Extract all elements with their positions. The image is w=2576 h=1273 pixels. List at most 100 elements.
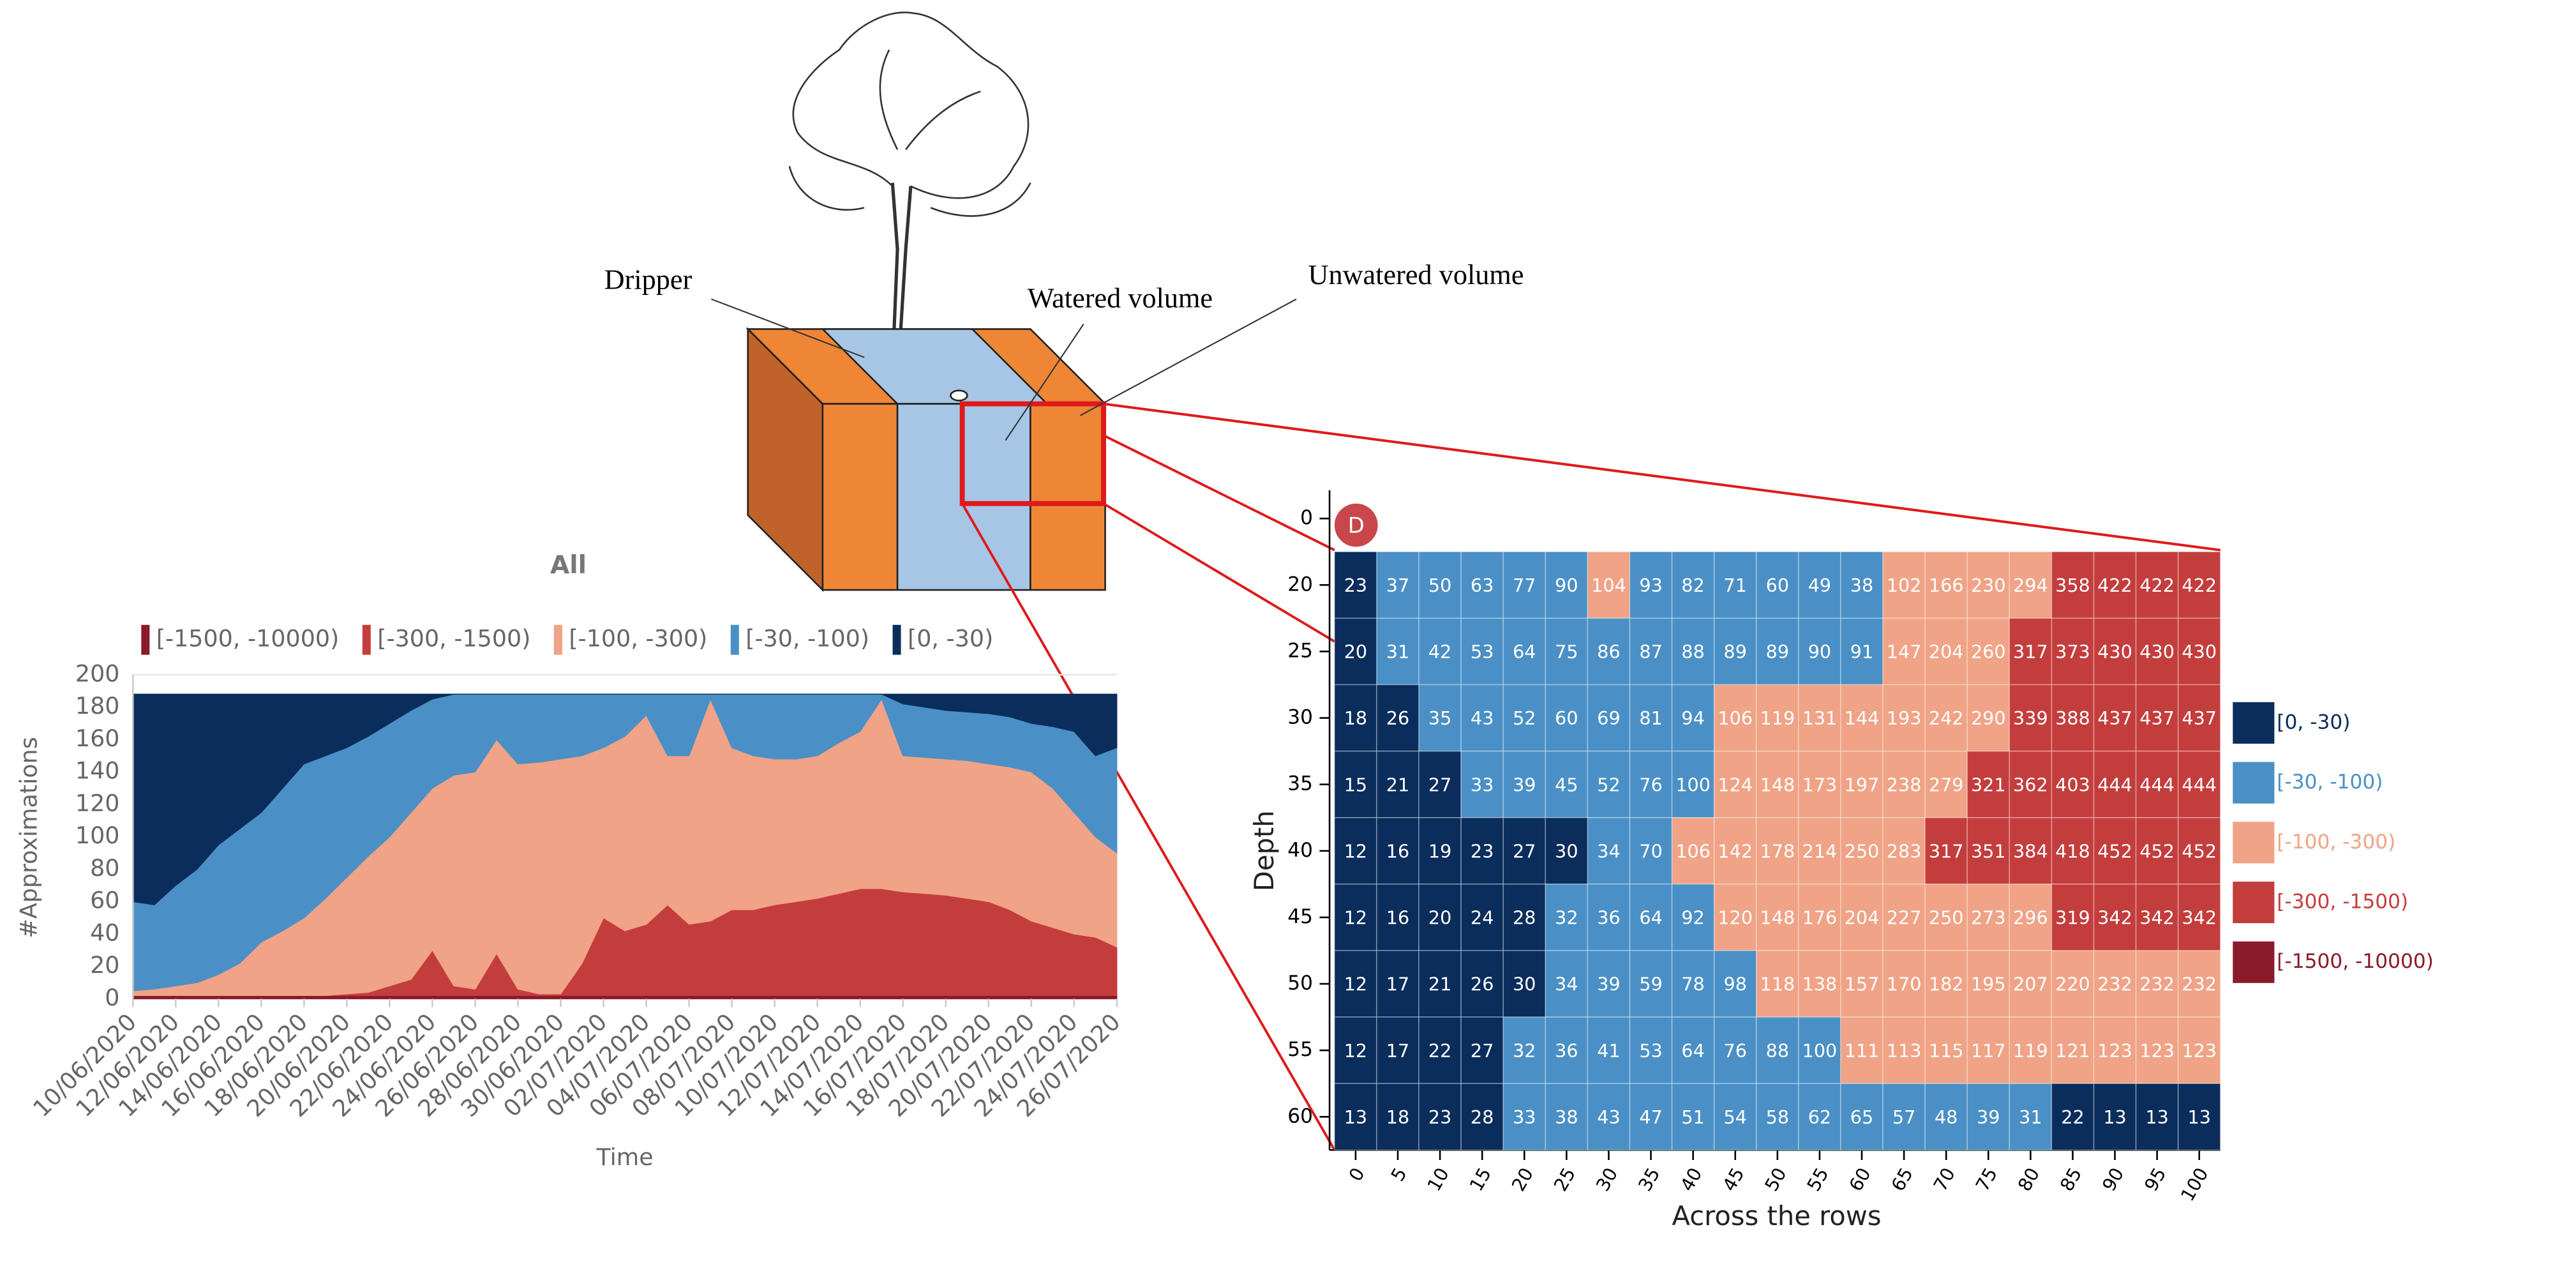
cell-label: 39 bbox=[1977, 1106, 2000, 1128]
heat-cell bbox=[1966, 884, 2011, 951]
cell-label: 242 bbox=[1929, 707, 1964, 729]
heat-cell bbox=[1334, 684, 1377, 752]
cell-label: 92 bbox=[1681, 907, 1704, 929]
cell-label: 20 bbox=[1344, 641, 1367, 663]
y-tick-label: 0 bbox=[1300, 506, 1313, 529]
heat-cell bbox=[2051, 1016, 2095, 1085]
cell-label: 62 bbox=[1808, 1106, 1831, 1128]
heat-cell bbox=[1924, 884, 1968, 951]
cell-label: 430 bbox=[2097, 641, 2132, 663]
legend-swatch bbox=[2231, 760, 2277, 806]
cell-label: 78 bbox=[1681, 974, 1704, 995]
legend-label: [-30, -100) bbox=[745, 625, 869, 652]
cell-label: 13 bbox=[2145, 1106, 2168, 1128]
cell-label: 48 bbox=[1935, 1106, 1958, 1128]
heat-cell bbox=[1882, 684, 1926, 752]
cell-label: 100 bbox=[1675, 774, 1711, 795]
cell-label: 21 bbox=[1386, 774, 1409, 795]
cell-label: 15 bbox=[1344, 774, 1367, 795]
cell-label: 39 bbox=[1513, 774, 1536, 795]
cell-label: 64 bbox=[1681, 1040, 1704, 1062]
legend-label: [-100, -300) bbox=[569, 625, 707, 652]
cell-label: 86 bbox=[1597, 641, 1620, 663]
cell-label: 81 bbox=[1639, 707, 1662, 729]
heat-cell bbox=[2009, 617, 2053, 686]
heat-cell bbox=[1924, 551, 1968, 619]
heat-cell bbox=[1966, 750, 2011, 818]
heat-cell bbox=[1924, 750, 1968, 818]
cell-label: 64 bbox=[1513, 641, 1536, 663]
cell-label: 71 bbox=[1724, 575, 1747, 596]
cell-label: 403 bbox=[2055, 774, 2090, 795]
x-axis-label: Across the rows bbox=[1672, 1200, 1882, 1232]
heat-cell bbox=[2177, 950, 2221, 1018]
cell-label: 342 bbox=[2182, 907, 2217, 929]
cell-label: 50 bbox=[1428, 575, 1451, 596]
cell-label: 290 bbox=[1971, 707, 2006, 729]
cell-label: 220 bbox=[2055, 974, 2090, 995]
x-tick-label: 45 bbox=[1718, 1164, 1749, 1195]
cell-label: 444 bbox=[2182, 774, 2217, 795]
cell-label: 197 bbox=[1845, 774, 1880, 795]
heat-cell bbox=[1587, 684, 1631, 752]
cell-label: 33 bbox=[1471, 774, 1494, 795]
panel-badge bbox=[1334, 503, 1378, 547]
cell-label: 437 bbox=[2097, 707, 2132, 729]
cell-label: 90 bbox=[1555, 575, 1578, 596]
y-tick-label: 60 bbox=[90, 887, 119, 914]
heat-cell bbox=[2093, 1016, 2137, 1085]
heat-cell bbox=[2009, 551, 2053, 619]
x-tick-label: 65 bbox=[1887, 1164, 1917, 1195]
cell-label: 70 bbox=[1639, 840, 1662, 862]
cell-label: 147 bbox=[1887, 641, 1922, 663]
legend-swatch bbox=[730, 624, 739, 655]
cell-label: 28 bbox=[1471, 1106, 1494, 1128]
heat-cell bbox=[1502, 817, 1546, 885]
cell-label: 273 bbox=[1971, 907, 2006, 929]
cell-label: 100 bbox=[1802, 1040, 1838, 1062]
cell-label: 65 bbox=[1850, 1106, 1873, 1128]
cell-label: 37 bbox=[1386, 575, 1409, 596]
cell-label: 138 bbox=[1802, 974, 1838, 995]
heat-cell bbox=[1966, 817, 2011, 885]
cell-label: 31 bbox=[2019, 1106, 2042, 1128]
cell-label: 124 bbox=[1718, 774, 1753, 795]
heat-cell bbox=[1882, 1083, 1926, 1151]
cell-label: 18 bbox=[1344, 707, 1367, 729]
cell-label: 430 bbox=[2139, 641, 2175, 663]
cell-label: 24 bbox=[1471, 907, 1494, 929]
heat-cell bbox=[1756, 817, 1799, 885]
heat-cell bbox=[2093, 817, 2137, 885]
heat-cell bbox=[1376, 750, 1419, 818]
legend-label: [-100, -300) bbox=[2277, 831, 2395, 854]
cell-label: 279 bbox=[1929, 774, 1964, 795]
heat-cell bbox=[1460, 1083, 1504, 1151]
heat-cell bbox=[1334, 1083, 1377, 1151]
cell-label: 166 bbox=[1929, 575, 1964, 596]
cell-label: 12 bbox=[1344, 974, 1367, 995]
cell-label: 23 bbox=[1344, 575, 1367, 596]
cell-label: 38 bbox=[1850, 575, 1873, 596]
heat-cell bbox=[2177, 817, 2221, 885]
cell-label: 437 bbox=[2182, 707, 2217, 729]
cell-label: 91 bbox=[1850, 641, 1873, 663]
cell-label: 54 bbox=[1724, 1106, 1747, 1128]
heat-cell bbox=[2093, 750, 2137, 818]
cell-label: 452 bbox=[2097, 840, 2132, 862]
y-tick-label: 20 bbox=[90, 951, 119, 979]
heat-cell bbox=[1460, 750, 1504, 818]
heat-cell bbox=[1587, 950, 1631, 1018]
heat-cell bbox=[1713, 817, 1757, 885]
cell-label: 294 bbox=[2013, 575, 2048, 596]
heat-cell bbox=[2177, 684, 2221, 752]
cell-label: 342 bbox=[2139, 907, 2175, 929]
heat-cell bbox=[1629, 950, 1673, 1018]
heat-cell bbox=[1629, 617, 1673, 686]
heat-cell bbox=[2051, 684, 2095, 752]
cell-label: 123 bbox=[2097, 1040, 2132, 1062]
heat-cell bbox=[1418, 884, 1462, 951]
heat-cell bbox=[2051, 1083, 2095, 1151]
cell-label: 57 bbox=[1892, 1106, 1915, 1128]
y-tick-label: 40 bbox=[90, 919, 119, 946]
